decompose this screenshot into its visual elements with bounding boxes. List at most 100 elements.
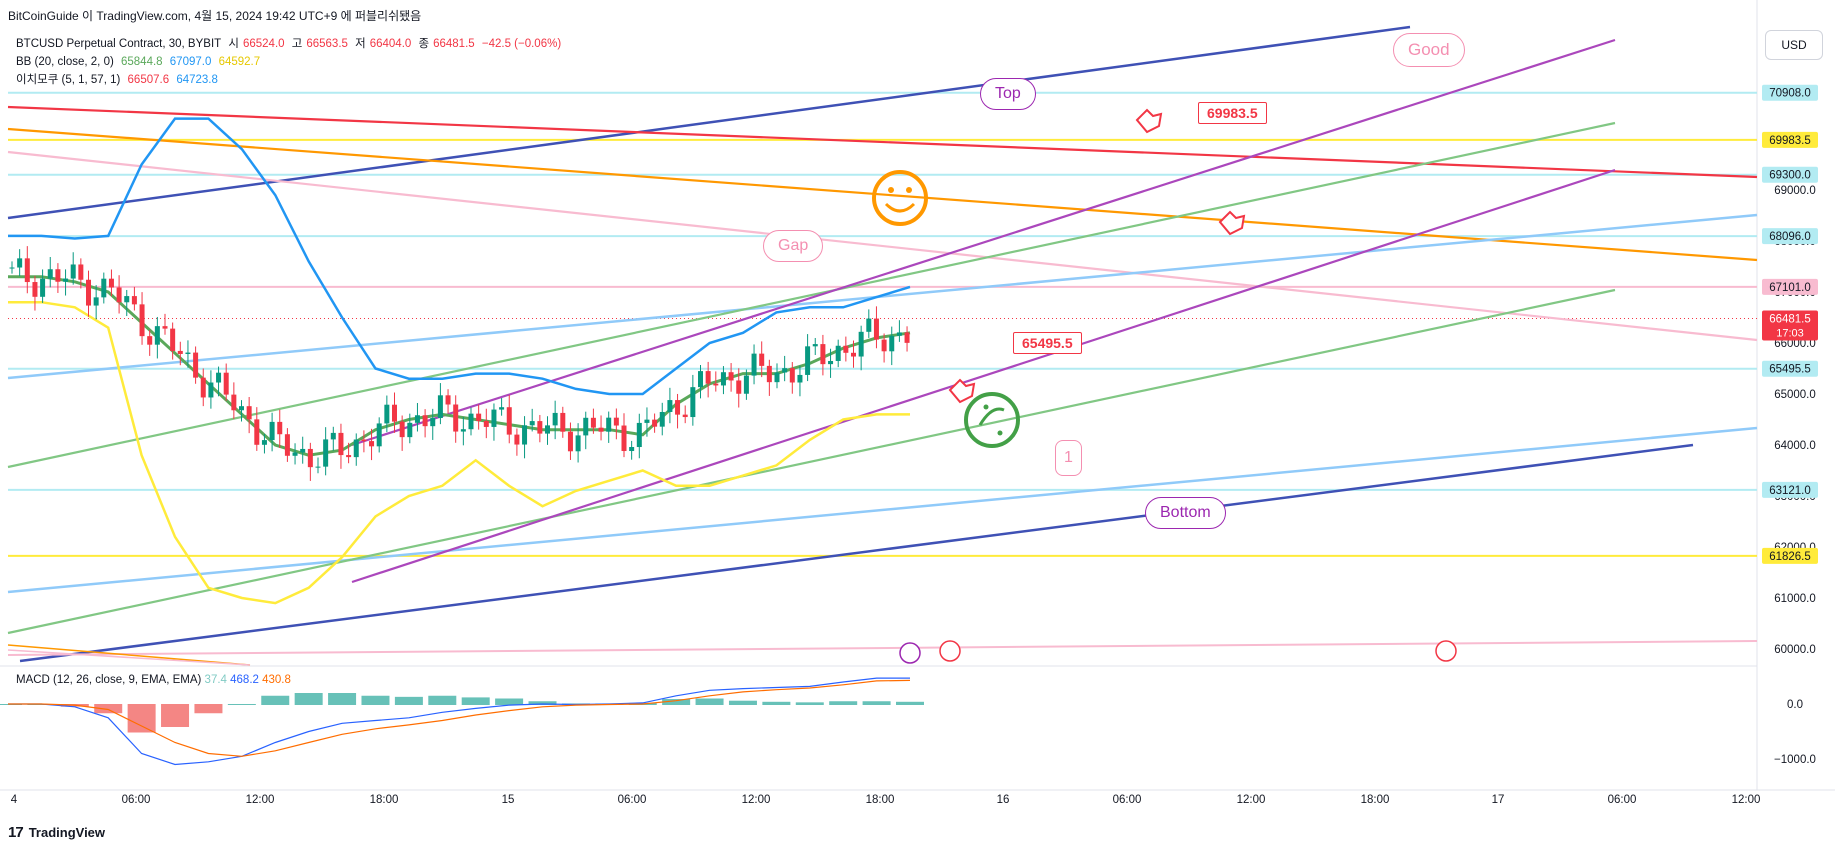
candle-body: [430, 418, 436, 427]
candle-body: [476, 413, 482, 421]
ichimoku-legend[interactable]: 이치모쿠 (5, 1, 57, 1) 66507.6 64723.8: [16, 71, 565, 89]
price-tick-label: 65000.0: [1774, 389, 1816, 401]
candle-body: [47, 269, 53, 279]
pointing-hand-icon: [1218, 210, 1246, 236]
macd-legend[interactable]: MACD (12, 26, close, 9, EMA, EMA) 37.4 4…: [16, 674, 291, 686]
time-tick-label: 4: [11, 794, 18, 806]
candle-body: [805, 346, 811, 375]
candle-body: [93, 297, 99, 306]
macd-histogram-bar: [294, 693, 323, 705]
symbol-label[interactable]: BTCUSD Perpetual Contract, 30, BYBIT: [16, 38, 222, 50]
trend-line: [19, 443, 1694, 663]
candle-body: [499, 407, 505, 410]
time-tick-label: 12:00: [246, 794, 275, 806]
candle-body: [407, 422, 413, 438]
candle-body: [376, 423, 382, 447]
macd-histogram-bar: [394, 696, 423, 705]
high-value: 66563.5: [306, 38, 348, 50]
grid: [0, 0, 1835, 791]
price-legend: BTCUSD Perpetual Contract, 30, BYBIT 시 66…: [16, 35, 565, 53]
candle-body: [284, 434, 290, 456]
trend-line: [7, 644, 251, 666]
candle-body: [116, 287, 122, 303]
candle-body: [820, 344, 826, 365]
drawing-lines[interactable]: [7, 25, 1758, 666]
dizzy-eye-icon: [997, 430, 1003, 436]
candle-body: [17, 258, 23, 268]
candle-body: [866, 318, 872, 332]
good-callout[interactable]: Good: [1393, 33, 1465, 67]
candle-body: [292, 452, 298, 456]
price-axis-badge: [1762, 166, 1818, 183]
price-tick-label: 60000.0: [1774, 644, 1816, 656]
candle-body: [782, 368, 788, 373]
candle-body: [55, 269, 61, 282]
macd-histogram-bar: [227, 704, 256, 705]
candle-body: [32, 282, 38, 297]
time-tick-label: 18:00: [866, 794, 895, 806]
macd-histogram-bar: [695, 698, 724, 705]
price-tick-label: 69000.0: [1774, 185, 1816, 197]
macd-histogram-bar: [896, 701, 924, 705]
bb-legend[interactable]: BB (20, close, 2, 0) 65844.8 67097.0 645…: [16, 53, 565, 71]
candle-body: [86, 279, 91, 306]
time-tick-label: 15: [502, 794, 515, 806]
top-callout[interactable]: Top: [980, 78, 1036, 110]
currency-button[interactable]: USD: [1765, 30, 1823, 60]
candle-body: [239, 406, 244, 411]
time-tick-label: 12:00: [1237, 794, 1266, 806]
macd-signal-value: 430.8: [262, 674, 291, 686]
candle-body: [483, 420, 489, 427]
price-axis-badge: [1762, 310, 1818, 341]
ichimoku-label: 이치모쿠 (5, 1, 57, 1): [16, 74, 121, 86]
candle-body: [506, 407, 512, 435]
candle-body: [460, 429, 466, 432]
ichimoku-value-2: 64723.8: [176, 74, 218, 86]
candle-body: [629, 447, 635, 452]
candle-body: [131, 296, 137, 305]
bb-line: [8, 300, 910, 605]
candle-body: [437, 395, 443, 419]
price-axis-badge: [1762, 360, 1818, 377]
candle-body: [590, 417, 596, 428]
macd-histogram-bar: [461, 697, 490, 705]
time-axis[interactable]: 4 06:00 12:00 18:00 15 06:00 12:00 18:00 16 06:00…: [11, 794, 1761, 806]
bb-line: [8, 117, 911, 396]
price-axis-badge-label: 61826.5: [1769, 551, 1811, 563]
candle-body: [124, 296, 130, 303]
candle-body: [330, 432, 336, 440]
candle-body: [812, 344, 818, 347]
candle-body: [636, 422, 642, 448]
candle-body: [277, 421, 283, 435]
price-tag-69983[interactable]: 69983.5: [1198, 102, 1267, 124]
event-marker-icon: [899, 642, 921, 664]
candle-body: [353, 439, 359, 458]
price-axis[interactable]: 60000.061000.062000.063000.064000.065000…: [1762, 84, 1818, 766]
tradingview-footer[interactable]: 17 TradingView: [8, 824, 105, 841]
one-callout[interactable]: 1: [1055, 440, 1082, 476]
macd-line-value: 468.2: [230, 674, 259, 686]
bb-lower-value: 64592.7: [218, 56, 261, 68]
candle-body: [789, 368, 795, 383]
candle-body: [736, 380, 742, 394]
candle-body: [223, 372, 229, 395]
pointing-hand-icon: [1135, 108, 1163, 134]
candle-body: [40, 278, 46, 297]
candle-body: [323, 439, 329, 467]
macd-tick-label: −1000.0: [1774, 754, 1816, 766]
price-tick-label: 61000.0: [1774, 593, 1816, 605]
macd-histogram-bar: [428, 695, 457, 705]
time-tick-label: 16: [997, 794, 1010, 806]
bb-label: BB (20, close, 2, 0): [16, 56, 114, 68]
trend-line: [7, 426, 1758, 594]
macd-histogram-bar: [94, 704, 123, 714]
candle-body: [514, 434, 520, 445]
macd-histogram-bar: [662, 699, 691, 705]
price-axis-badge: [1762, 547, 1818, 564]
bottom-callout[interactable]: Bottom: [1145, 497, 1226, 529]
candle-body: [766, 365, 772, 383]
dizzy-eye-icon: [983, 404, 989, 410]
price-tag-65495[interactable]: 65495.5: [1013, 332, 1082, 354]
gap-callout[interactable]: Gap: [763, 230, 824, 262]
